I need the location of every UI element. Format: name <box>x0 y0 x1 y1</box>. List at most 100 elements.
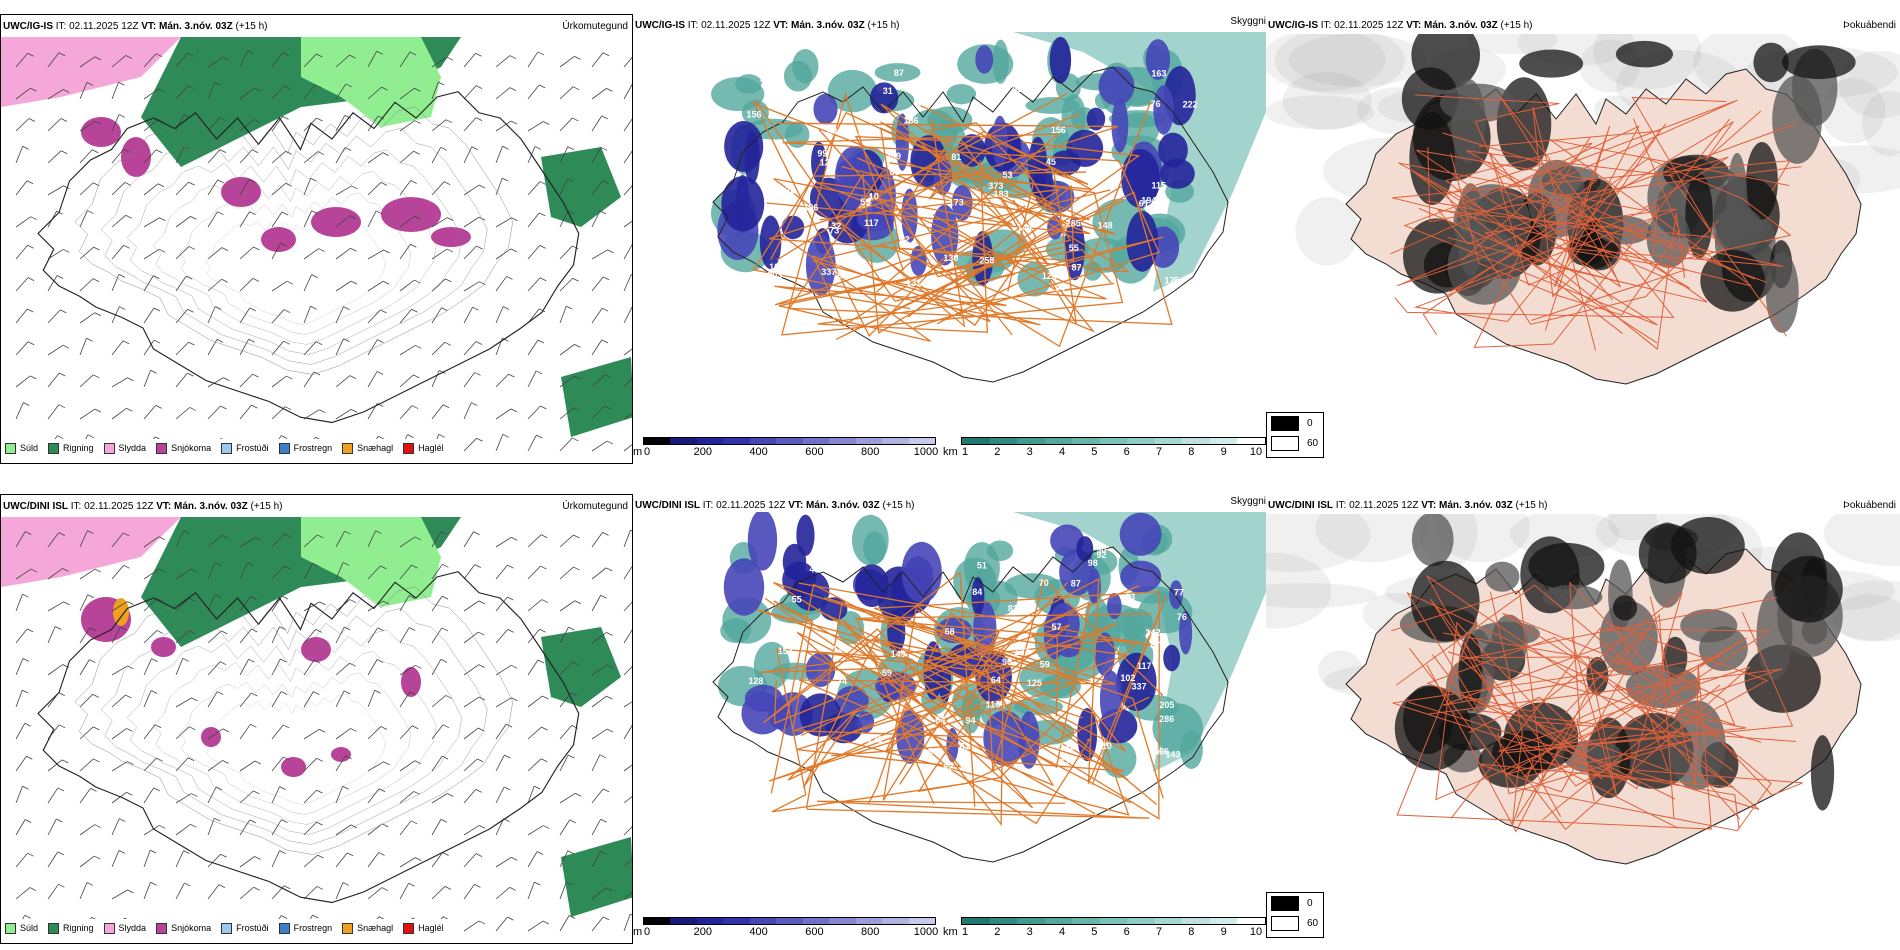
terrain-contour <box>178 192 411 335</box>
colorbar-cells <box>643 917 936 925</box>
visibility-value-label: 102 <box>1120 673 1135 683</box>
visibility-value-label: 126 <box>1042 271 1057 281</box>
colorbar-unit: m <box>633 926 643 938</box>
colorbar-cell <box>1237 918 1266 924</box>
field-name: Skyggni <box>1230 16 1266 27</box>
visibility-value-label: 83 <box>928 746 938 756</box>
terrain-contour <box>100 128 488 365</box>
low-visibility-area <box>958 134 986 167</box>
visibility-value-label: 79 <box>760 79 770 89</box>
visibility-value-label: 68 <box>945 627 955 637</box>
fog-indicator-area <box>1810 735 1835 811</box>
precip-legend-item: Slydda <box>103 922 146 934</box>
low-visibility-area <box>1086 107 1106 131</box>
iceland-outline <box>37 91 580 424</box>
precip-legend-item: Slydda <box>103 442 146 454</box>
visibility-value-label: 109 <box>769 262 784 272</box>
reduced-visibility-area <box>927 106 973 134</box>
precip-legend-item: Snjókoma <box>156 442 211 454</box>
colorbar-cell <box>1017 438 1045 444</box>
fog-indicator-area <box>1401 67 1459 131</box>
colorbar-cell <box>1182 438 1210 444</box>
valid-time: VT: Mán. 3.nóv. 03Z <box>156 501 248 512</box>
colorbar-cell <box>749 438 777 444</box>
fog-legend: 0 60 <box>1266 412 1324 458</box>
legend-label: Frostregn <box>293 923 333 933</box>
legend-label: Snæhagl <box>357 923 394 933</box>
legend-swatch <box>221 442 233 454</box>
legend-label: 0 <box>1307 897 1313 909</box>
snjokoma-area <box>121 137 151 177</box>
colorbar-cell <box>1044 438 1073 444</box>
fog-legend-item: 0 <box>1267 413 1323 433</box>
reduced-visibility-area <box>874 63 921 82</box>
snjokoma-area <box>401 667 421 697</box>
model-name: UWC/DINI ISL <box>3 501 68 512</box>
terrain-contour <box>152 171 437 345</box>
visibility-value-label: 117 <box>864 218 879 228</box>
slydda-area <box>1 37 181 107</box>
visibility-value-label: 146 <box>1017 223 1032 233</box>
colorbar-cell <box>776 918 803 924</box>
valid-time: VT: Mán. 3.nóv. 03Z <box>788 500 880 511</box>
snjokoma-area <box>301 637 331 662</box>
legend-swatch <box>1271 895 1299 911</box>
reduced-visibility-area <box>711 77 765 112</box>
low-visibility-area <box>1119 512 1162 556</box>
legend-label: Haglél <box>418 923 444 933</box>
colorbar-tick: 7 <box>1155 926 1163 938</box>
colorbar-tick: 8 <box>1188 446 1195 458</box>
visibility-value-label: 117 <box>1137 661 1152 671</box>
colorbar-cell <box>882 438 909 444</box>
fog-indicator-area <box>1838 50 1900 119</box>
low-visibility-area <box>721 176 765 232</box>
fog-indicator-area <box>1288 34 1427 87</box>
visibility-value-label: 53 <box>1002 170 1012 180</box>
colorbar-cell <box>882 918 909 924</box>
reduced-visibility-area <box>827 69 878 113</box>
valid-time: VT: Mán. 3.nóv. 03Z <box>141 21 233 32</box>
visibility-value-label: 128 <box>937 594 952 604</box>
colorbar-tick: 2 <box>994 446 1001 458</box>
low-visibility-area <box>1111 98 1129 153</box>
fog-indicator-area <box>1599 600 1658 676</box>
colorbar-tick: 800 <box>861 926 880 938</box>
snjokoma-area <box>151 637 176 657</box>
low-visibility-area <box>1126 210 1159 272</box>
legend-label: 60 <box>1307 917 1319 929</box>
visibility-value-label: 87 <box>1071 578 1081 588</box>
visibility-map: 205 112 121 87 82 90 70 68 116 84 59 94 110 64 98 102 15… <box>712 512 1266 863</box>
visibility-value-label: 82 <box>943 763 953 773</box>
low-visibility-area <box>901 188 918 243</box>
legend-swatch <box>403 922 415 934</box>
visibility-value-label: 87 <box>1072 262 1082 272</box>
fog-indicator-area <box>1615 40 1673 68</box>
precip-legend-item: Snæhagl <box>342 442 393 454</box>
terrain-contour <box>74 106 513 375</box>
visibility-field: 205 112 121 87 82 90 70 68 116 84 59 94 110 64 98 102 15… <box>712 512 1229 863</box>
visibility-value-label: 92 <box>1097 550 1107 560</box>
model-name: UWC/DINI ISL <box>1268 500 1333 511</box>
low-visibility-area <box>796 514 815 557</box>
legend-swatch <box>278 442 290 454</box>
visibility-value-label: 61 <box>1139 199 1149 209</box>
colorbar-tick: 4 <box>1058 926 1066 938</box>
visibility-value-label: 80 <box>774 630 784 640</box>
rigning-area <box>561 357 632 437</box>
colorbar-cell <box>802 918 830 924</box>
low-visibility-area <box>781 215 805 240</box>
visibility-value-label: 148 <box>1098 220 1113 230</box>
reduced-visibility-area <box>946 84 977 105</box>
precip-map <box>1 37 632 452</box>
legend-label: Frostregn <box>293 443 333 453</box>
fog-indicator-area <box>1439 83 1516 123</box>
legend-swatch <box>5 922 16 934</box>
visibility-value-label: 373 <box>988 181 1003 191</box>
suld-area <box>301 517 441 607</box>
fog-indicator-area <box>1756 589 1793 681</box>
fog-indicator-area <box>1315 514 1428 563</box>
rigning-area <box>541 627 621 707</box>
colorbar-unit: m <box>633 446 643 458</box>
lead-time: (+15 h) <box>867 20 900 31</box>
fog-indicator-area <box>1528 542 1605 590</box>
